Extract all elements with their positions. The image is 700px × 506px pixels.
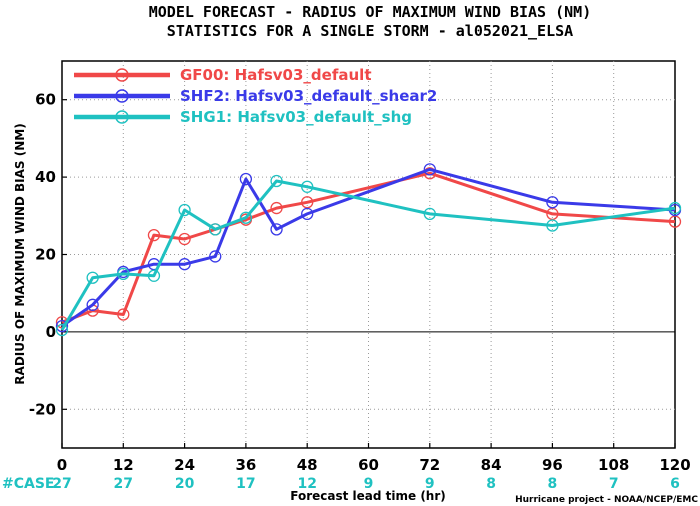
case-count: 8 [548, 476, 558, 492]
data-point [55, 319, 69, 333]
x-tick-label: 72 [419, 456, 440, 474]
data-point [178, 203, 191, 217]
data-point [55, 323, 69, 337]
data-point [147, 228, 161, 242]
data-point [668, 201, 682, 215]
data-point [423, 167, 436, 180]
data-point [301, 207, 314, 221]
data-point [270, 174, 283, 188]
data-point [546, 196, 559, 209]
data-point [209, 223, 222, 236]
data-point [117, 308, 130, 321]
legend-label: SHG1: Hafsv03_default_shg [180, 108, 412, 126]
x-tick-label: 84 [481, 456, 502, 474]
data-point [209, 250, 222, 263]
y-axis-label: RADIUS OF MAXIMUM WIND BIAS (NM) [13, 123, 27, 384]
x-tick-label: 0 [57, 456, 67, 474]
y-tick-label: 20 [35, 246, 56, 264]
case-count: 27 [52, 476, 71, 492]
data-point [117, 267, 130, 281]
case-count: 9 [425, 476, 435, 492]
x-tick-label: 24 [174, 456, 195, 474]
series-3 [55, 174, 682, 337]
case-count: 20 [175, 476, 195, 492]
data-point [270, 223, 283, 236]
data-point [178, 258, 191, 271]
data-point [86, 271, 99, 284]
data-point [147, 269, 161, 282]
case-count: 27 [114, 476, 133, 492]
legend-item: SHG1: Hafsv03_default_shg [74, 108, 412, 126]
x-axis-label: Forecast lead time (hr) [290, 489, 446, 503]
x-tick-label: 60 [358, 456, 379, 474]
data-point [86, 298, 99, 311]
legend-item: GF00: Hafsv03_default [74, 66, 371, 84]
x-tick-label: 120 [659, 456, 690, 474]
case-count: 7 [609, 476, 619, 492]
legend-swatch-marker [115, 110, 129, 124]
series-layer [55, 163, 682, 337]
series-2 [55, 163, 682, 333]
y-tick-label: 40 [35, 168, 56, 186]
case-row-label: #CASE [2, 476, 55, 492]
data-point [423, 207, 436, 221]
legend-item: SHF2: Hafsv03_default_shear2 [74, 87, 437, 105]
y-tick-label: 60 [35, 91, 56, 109]
x-tick-label: 12 [113, 456, 134, 474]
data-point [423, 163, 436, 176]
data-point [239, 172, 253, 186]
data-point [178, 232, 191, 246]
y-tick-label: 0 [46, 323, 56, 341]
case-count: 9 [364, 476, 374, 492]
data-point [270, 201, 283, 215]
axis-ticks: 0 12 24 36 48 60 72 84 96 108 120 -20 0 20 40 60 [29, 91, 691, 474]
case-count: 17 [236, 476, 255, 492]
case-count: 6 [670, 476, 680, 492]
case-count: 12 [297, 476, 316, 492]
legend-label: SHF2: Hafsv03_default_shear2 [180, 87, 437, 105]
legend-swatch-marker [115, 68, 129, 82]
series-line [61, 171, 676, 324]
x-tick-label: 96 [542, 456, 563, 474]
chart-subtitle: STATISTICS FOR A SINGLE STORM - al052021… [167, 22, 573, 40]
chart-title: MODEL FORECAST - RADIUS OF MAXIMUM WIND … [149, 3, 592, 21]
grid [62, 61, 675, 448]
data-point [546, 219, 559, 232]
legend-swatch-marker [115, 89, 129, 103]
x-tick-label: 48 [297, 456, 318, 474]
case-count: 8 [486, 476, 496, 492]
x-tick-label: 108 [598, 456, 629, 474]
credit-text: Hurricane project - NOAA/NCEP/EMC [515, 495, 698, 505]
legend-label: GF00: Hafsv03_default [180, 66, 371, 84]
y-tick-label: -20 [29, 400, 56, 418]
data-point [301, 180, 314, 193]
x-tick-label: 36 [235, 456, 256, 474]
legend: GF00: Hafsv03_default SHF2: Hafsv03_defau… [74, 66, 437, 126]
series-line [61, 167, 676, 328]
data-point [239, 211, 253, 224]
